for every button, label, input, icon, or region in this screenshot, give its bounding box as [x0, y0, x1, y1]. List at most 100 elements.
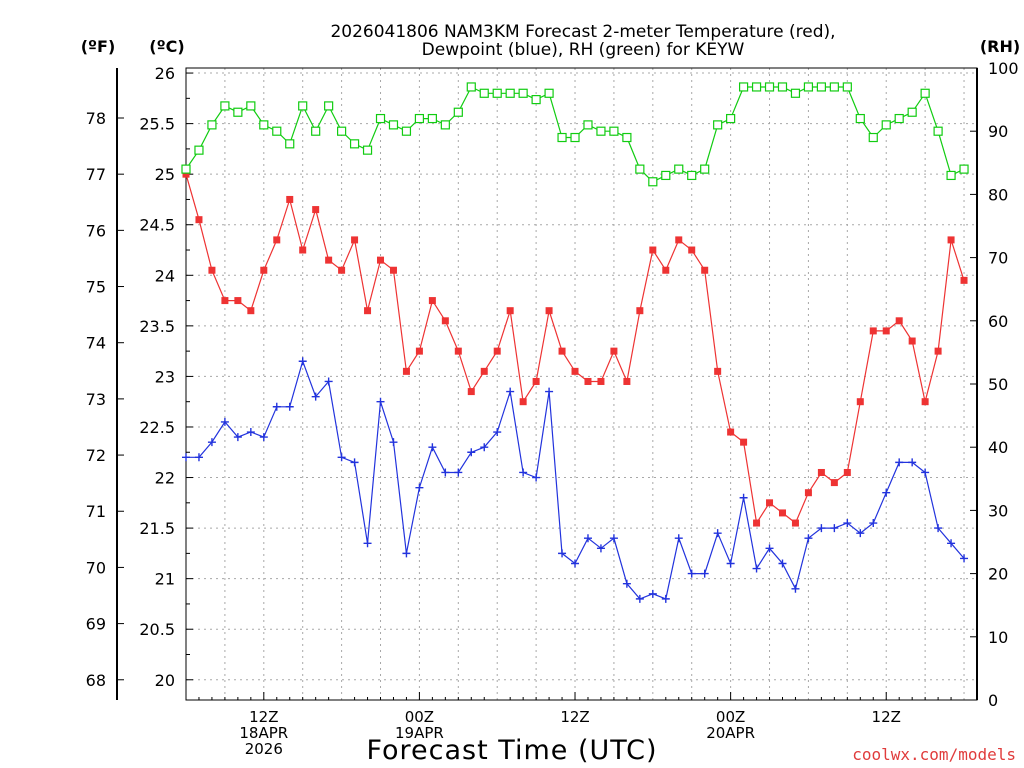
fahrenheit-tick-label: 73 — [86, 390, 106, 409]
celsius-tick-label: 24.5 — [139, 216, 175, 235]
temperature-point — [338, 266, 346, 274]
temperature-point — [740, 438, 748, 446]
rh-tick-label: 60 — [988, 312, 1008, 331]
temperature-point — [623, 377, 631, 385]
temperature-series — [182, 170, 968, 527]
dewpoint-point — [921, 468, 930, 477]
rh-point — [570, 132, 580, 143]
dewpoint-point — [233, 433, 242, 442]
temperature-point — [377, 256, 385, 264]
rh-tick-label: 10 — [988, 628, 1008, 647]
temperature-point — [286, 195, 294, 203]
temperature-point — [804, 489, 812, 497]
fahrenheit-tick-label: 74 — [86, 334, 106, 353]
rh-point — [427, 113, 437, 124]
dewpoint-point — [583, 534, 592, 543]
temperature-point — [908, 337, 916, 345]
celsius-tick-label: 24 — [155, 266, 175, 285]
temperature-point — [817, 468, 825, 476]
rh-point — [401, 126, 412, 136]
dewpoint-point — [285, 402, 294, 411]
dewpoint-point — [337, 453, 346, 462]
dewpoint-point — [869, 519, 878, 528]
temperature-point — [299, 246, 307, 254]
rh-point — [518, 88, 528, 98]
dewpoint-point — [571, 559, 580, 568]
rh-point — [713, 120, 723, 130]
rh-point — [362, 145, 373, 155]
temperature-point — [364, 307, 372, 315]
dewpoint-point — [622, 579, 631, 588]
celsius-tick-label: 23 — [155, 367, 175, 386]
temperature-point — [221, 297, 229, 305]
fahrenheit-tick-label: 72 — [86, 446, 106, 465]
rh-point — [324, 101, 334, 111]
rh-point — [298, 101, 308, 111]
rh-point — [479, 88, 489, 98]
rh-tick-label: 80 — [988, 185, 1008, 204]
dewpoint-point — [596, 544, 605, 553]
celsius-tick-label: 23.5 — [139, 317, 175, 336]
temperature-point — [701, 266, 709, 274]
temperature-point — [273, 236, 281, 244]
temperature-point — [597, 377, 605, 385]
rh-point — [194, 145, 204, 155]
rh-point — [181, 164, 191, 174]
x-tick-label: 20APR — [706, 724, 755, 742]
dewpoint-point — [182, 453, 190, 462]
rh-tick-label: 20 — [988, 565, 1008, 584]
temperature-point — [260, 266, 268, 274]
dewpoint-point — [194, 453, 203, 462]
temperature-point — [389, 266, 397, 274]
rh-point — [505, 88, 515, 98]
rh-point — [259, 120, 269, 130]
dewpoint-point — [467, 448, 476, 457]
rh-point — [557, 132, 567, 143]
rh-series — [181, 82, 969, 187]
rh-point — [959, 164, 969, 174]
rh-point — [726, 113, 736, 124]
rh-point — [531, 94, 541, 105]
rh-point — [635, 164, 645, 174]
temperature-point — [208, 266, 216, 274]
rh-point — [544, 88, 554, 98]
rh-unit-label: (RH) — [980, 37, 1020, 56]
rh-point — [764, 82, 775, 92]
dewpoint-point — [752, 564, 761, 573]
dewpoint-point — [272, 402, 281, 411]
rh-point — [738, 82, 749, 92]
temperature-point — [402, 367, 410, 375]
dewpoint-point — [817, 524, 826, 533]
fahrenheit-tick-label: 78 — [86, 109, 106, 128]
dewpoint-point — [376, 397, 385, 406]
dewpoint-point — [674, 534, 683, 543]
temperature-point — [312, 206, 320, 214]
x-tick-label: 18APR — [239, 724, 288, 742]
dewpoint-point — [532, 473, 541, 482]
temperature-point — [688, 246, 696, 254]
rh-point — [881, 120, 891, 130]
temperature-point — [843, 468, 851, 476]
dewpoint-point — [908, 458, 917, 467]
temperature-point — [454, 347, 462, 355]
dewpoint-point — [207, 438, 216, 447]
rh-point — [233, 107, 243, 117]
rh-point — [907, 107, 917, 117]
dewpoint-point — [791, 584, 800, 593]
rh-point — [700, 164, 710, 174]
rh-point — [894, 113, 904, 124]
rh-point — [687, 170, 697, 181]
dewpoint-point — [843, 519, 852, 528]
dewpoint-point — [558, 549, 567, 558]
temperature-point — [234, 297, 242, 305]
fahrenheit-tick-label: 70 — [86, 558, 106, 577]
series-layer — [181, 82, 969, 603]
dewpoint-point — [493, 428, 502, 437]
celsius-tick-label: 25 — [155, 165, 175, 184]
rh-tick-label: 70 — [988, 249, 1008, 268]
rh-point — [816, 82, 826, 92]
rh-point — [842, 82, 852, 92]
dewpoint-point — [402, 549, 411, 558]
rh-point — [220, 101, 230, 111]
